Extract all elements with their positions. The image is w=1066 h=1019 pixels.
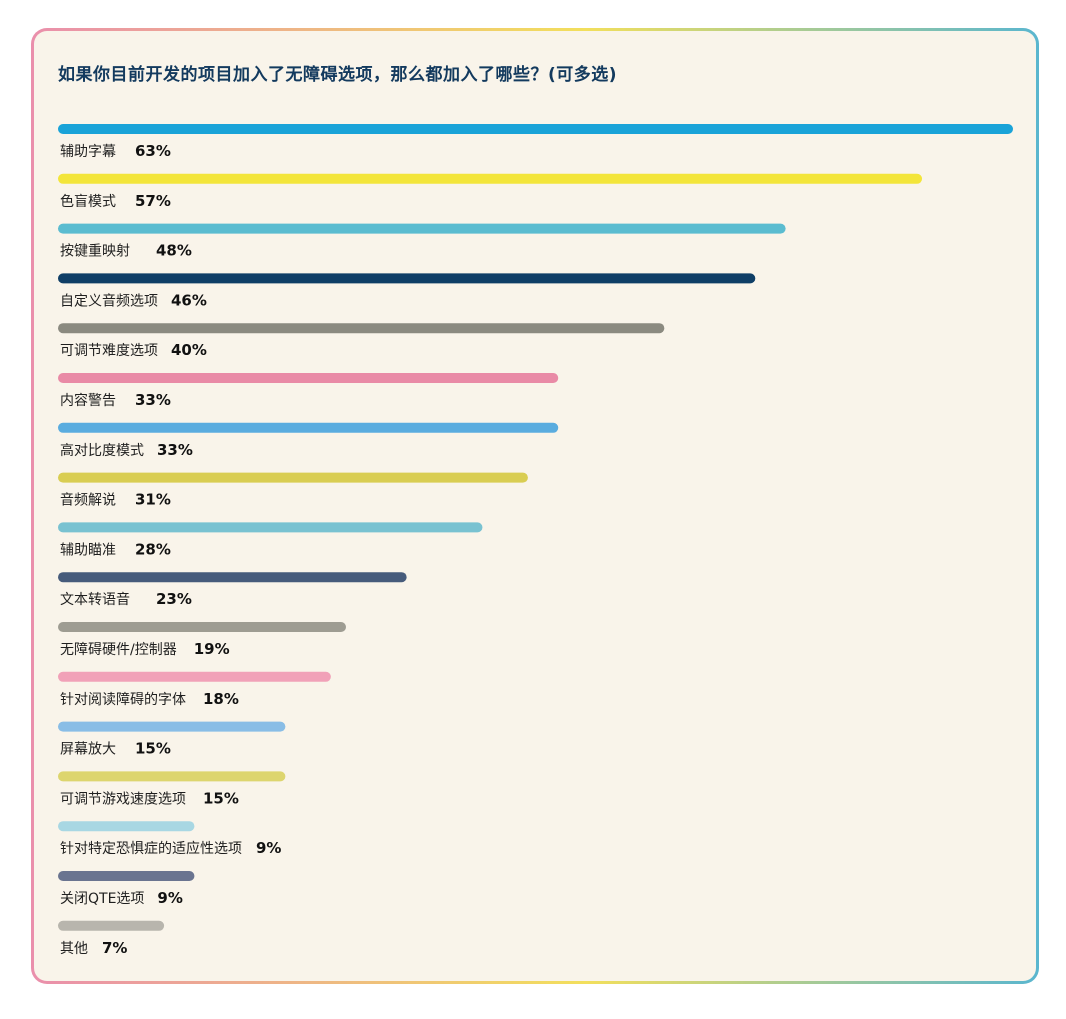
value-label: 28% — [135, 540, 171, 558]
value-label: 63% — [135, 142, 171, 160]
category-label: 辅助瞄准 — [60, 542, 116, 558]
value-label: 9% — [256, 839, 281, 857]
category-label: 针对阅读障碍的字体 — [60, 691, 186, 708]
value-label: 19% — [194, 640, 230, 658]
value-label: 31% — [135, 491, 171, 509]
category-label: 高对比度模式 — [60, 442, 144, 459]
bar — [58, 771, 286, 782]
category-label: 色盲模式 — [60, 193, 116, 210]
bar — [58, 124, 1013, 134]
bar — [58, 173, 923, 184]
category-label: 按键重映射 — [60, 244, 130, 260]
value-label: 57% — [135, 192, 171, 210]
bar — [58, 572, 407, 583]
bar — [58, 622, 347, 632]
bar — [58, 671, 331, 682]
bar — [58, 871, 195, 881]
category-label: 关闭QTE选项 — [60, 891, 144, 907]
bar — [58, 920, 165, 931]
bar — [58, 223, 786, 234]
chart-card-border — [31, 28, 1039, 984]
chart-card — [34, 31, 1036, 981]
category-label: 可调节难度选项 — [60, 343, 158, 359]
category-label: 针对特定恐惧症的适应性选项 — [60, 840, 242, 857]
category-label: 辅助字幕 — [60, 144, 116, 160]
bar — [58, 821, 195, 832]
chart-title: 如果你目前开发的项目加入了无障碍选项，那么都加入了哪些？(可多选) — [58, 65, 618, 85]
bar — [58, 422, 559, 433]
category-label: 无障碍硬件/控制器 — [60, 642, 177, 658]
category-label: 内容警告 — [60, 392, 116, 409]
value-label: 48% — [156, 242, 192, 260]
category-label: 音频解说 — [60, 492, 116, 509]
value-label: 33% — [135, 391, 171, 409]
bar — [58, 721, 286, 732]
value-label: 7% — [102, 939, 127, 957]
value-label: 23% — [156, 590, 192, 608]
category-label: 文本转语音 — [60, 591, 130, 608]
bar — [58, 273, 756, 284]
category-label: 自定义音频选项 — [60, 292, 158, 309]
value-label: 15% — [203, 789, 239, 807]
value-label: 46% — [171, 291, 207, 309]
bar — [58, 323, 665, 334]
value-label: 18% — [203, 690, 239, 708]
category-label: 屏幕放大 — [60, 742, 116, 758]
bar — [58, 522, 483, 533]
value-label: 15% — [135, 740, 171, 758]
value-label: 9% — [157, 889, 182, 907]
category-label: 可调节游戏速度选项 — [60, 791, 186, 807]
value-label: 40% — [171, 341, 207, 359]
bar — [58, 373, 559, 383]
value-label: 33% — [157, 441, 193, 459]
category-label: 其他 — [60, 941, 88, 957]
bar — [58, 472, 528, 483]
